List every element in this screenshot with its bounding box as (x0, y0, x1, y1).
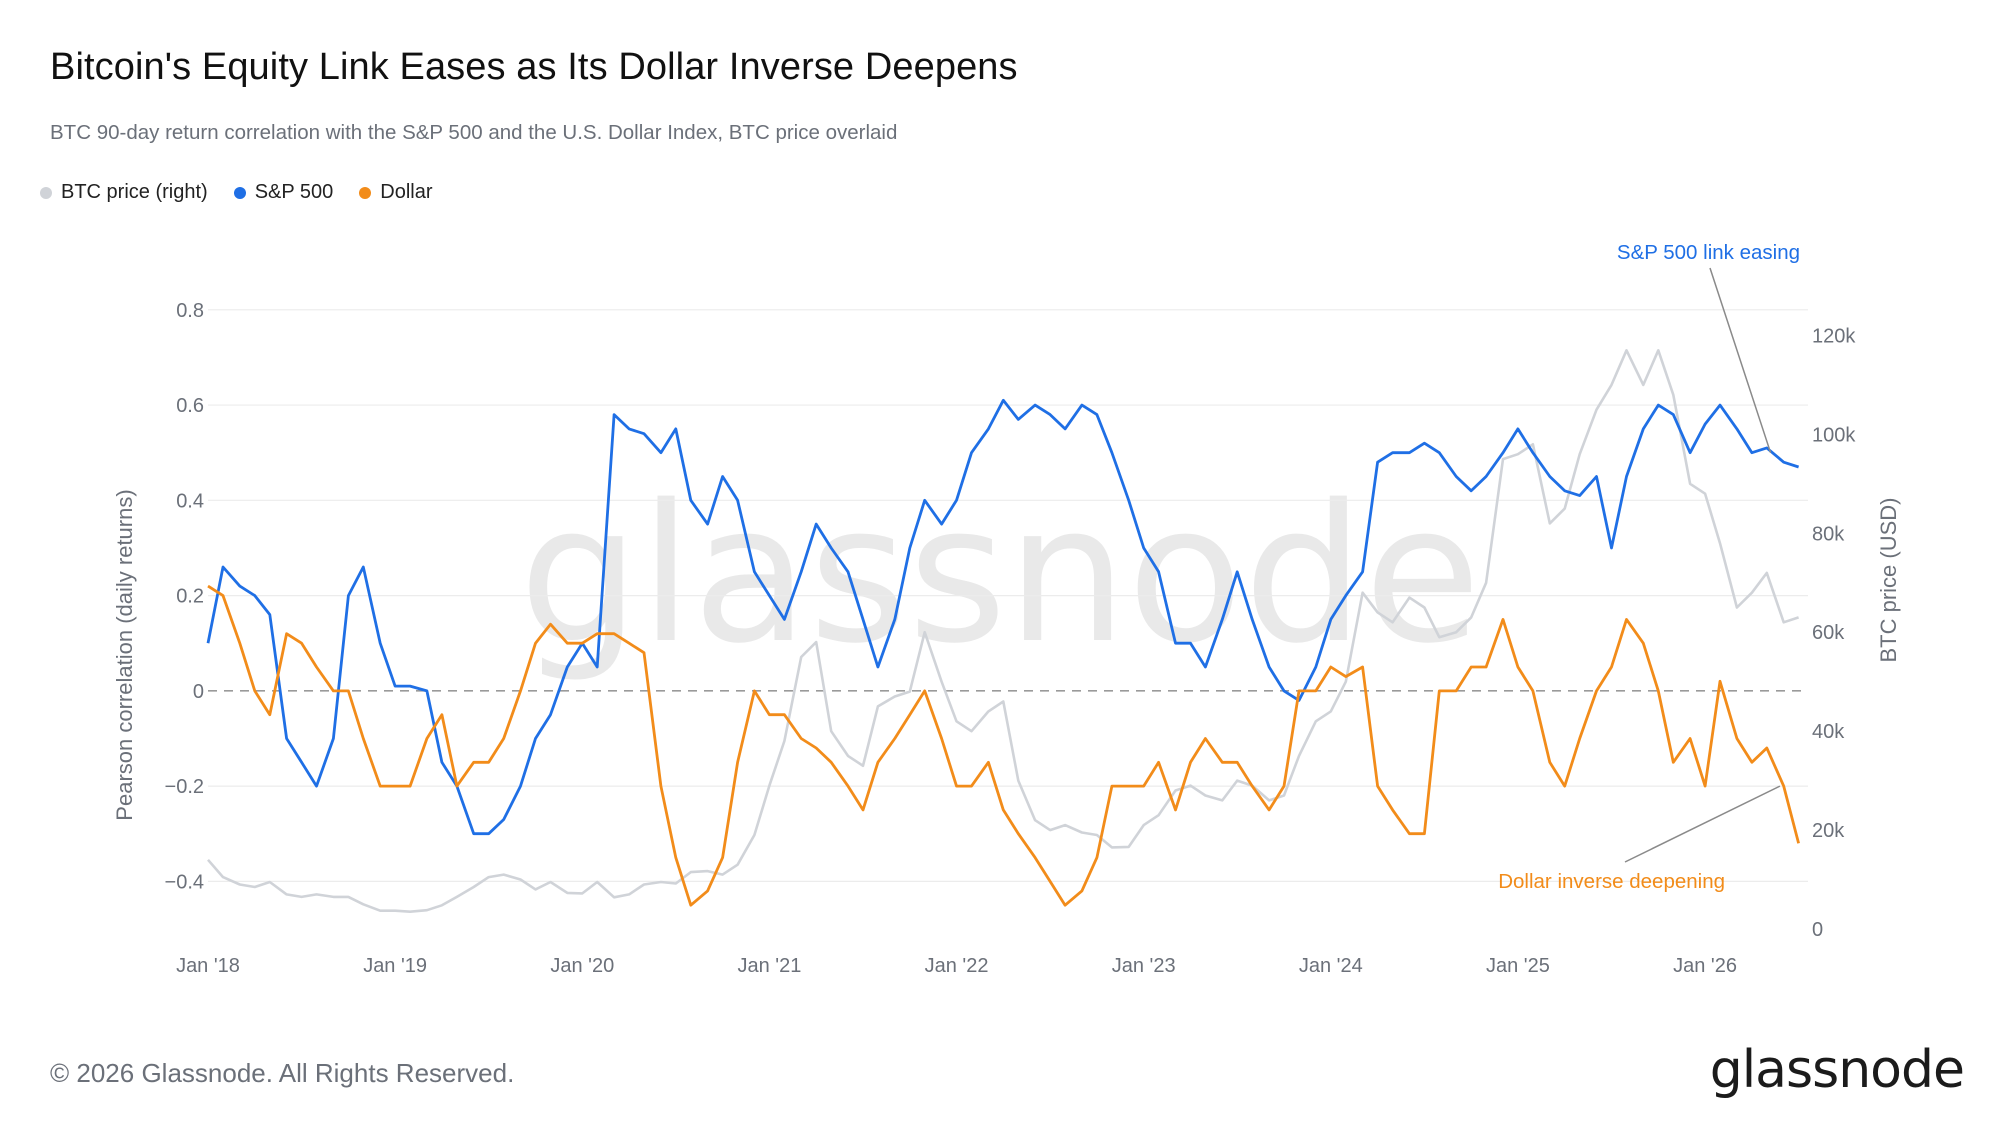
x-tick-label: Jan '23 (1112, 955, 1176, 977)
legend-dot-btc (40, 186, 52, 199)
brand-logo: glassnode (1709, 1040, 1965, 1100)
y2-tick-label: 20k (1812, 820, 1845, 842)
annotations: S&P 500 link easing Dollar inverse deepen… (1498, 241, 1800, 893)
copyright: © 2026 Glassnode. All Rights Reserved. (50, 1058, 515, 1088)
legend-label-sp500: S&P 500 (254, 181, 334, 203)
x-tick-label: Jan '25 (1486, 955, 1550, 977)
chart-title: Bitcoin's Equity Link Eases as Its Dolla… (50, 46, 1018, 88)
series-btc-price (207, 348, 1800, 914)
legend-item-dollar[interactable]: Dollar (359, 181, 433, 204)
legend-item-sp500[interactable]: S&P 500 (233, 181, 334, 204)
x-tick-label: Jan '18 (176, 955, 240, 977)
series-lines (206, 348, 1800, 914)
grid-lines (208, 309, 1808, 882)
annotation-leader (1709, 267, 1772, 453)
y-tick-label: 0 (193, 681, 204, 703)
x-tick-label: Jan '19 (363, 955, 427, 977)
y-tick-label: 0.6 (176, 395, 204, 417)
chart-subtitle: BTC 90-day return correlation with the S… (50, 121, 898, 144)
x-tick-label: Jan '20 (550, 955, 614, 977)
y-tick-label: 0.8 (176, 300, 204, 322)
annotation-sp500: S&P 500 link easing (1617, 241, 1800, 264)
y-tick-label: 0.4 (176, 490, 204, 512)
y-tick-label: −0.2 (165, 776, 204, 798)
y-axis-right: 0 20k 40k 60k 80k 100k 120k (1812, 325, 1856, 941)
legend-dot-dollar (359, 186, 372, 199)
x-tick-label: Jan '22 (925, 955, 989, 977)
legend-item-btc[interactable]: BTC price (right) (40, 181, 208, 204)
x-tick-label: Jan '26 (1673, 955, 1737, 977)
y2-tick-label: 0 (1812, 919, 1823, 941)
series-dollar (207, 584, 1800, 907)
x-tick-label: Jan '21 (737, 955, 801, 977)
x-tick-label: Jan '24 (1299, 955, 1363, 977)
y-axis-title: Pearson correlation (daily returns) (112, 489, 137, 820)
legend-dot-sp500 (233, 186, 246, 199)
y2-tick-label: 120k (1812, 325, 1856, 347)
legend-label-btc: BTC price (right) (61, 181, 208, 203)
y2-axis-title: BTC price (USD) (1876, 497, 1901, 662)
annotation-dollar: Dollar inverse deepening (1498, 870, 1725, 893)
y2-tick-label: 80k (1812, 523, 1845, 545)
y2-tick-label: 60k (1812, 622, 1845, 644)
y2-tick-label: 100k (1812, 424, 1856, 446)
y-axis-left: −0.4 −0.2 0 0.2 0.4 0.6 0.8 (165, 300, 204, 894)
legend-label-dollar: Dollar (380, 181, 433, 203)
y2-tick-label: 40k (1812, 721, 1845, 743)
annotation-leader (1624, 785, 1781, 863)
x-axis: Jan '18 Jan '19 Jan '20 Jan '21 Jan '22 Jan '… (176, 955, 1737, 977)
y-tick-label: 0.2 (176, 586, 204, 608)
watermark: glassnode (519, 464, 1481, 685)
y-tick-label: −0.4 (165, 871, 204, 893)
legend: BTC price (right) S&P 500 Dollar (40, 181, 433, 204)
series-sp500 (206, 398, 1800, 836)
